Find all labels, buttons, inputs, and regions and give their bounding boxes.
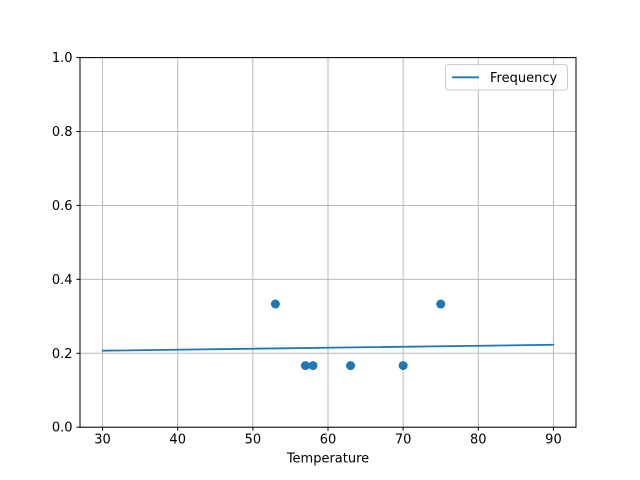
y-tick-label: 0.4 [52,273,73,288]
scatter-point [436,299,446,309]
frequency-trend-line [101,343,555,352]
x-axis-label: Temperature [286,452,369,467]
scatter-point [308,361,318,371]
x-tick-label: 90 [545,433,562,448]
legend-label: Frequency [490,71,557,86]
x-tick-label: 40 [169,433,186,448]
scatter-point [398,361,408,371]
y-tick-label: 0.2 [52,347,73,362]
scatter-point [346,361,356,371]
x-tick-label: 60 [320,433,337,448]
x-tick-label: 30 [94,433,111,448]
x-tick-label: 70 [395,433,412,448]
y-tick-label: 0.8 [52,125,73,140]
y-tick-label: 0.6 [52,199,73,214]
scatter-point [300,361,310,371]
y-tick-label: 0.0 [52,421,73,436]
scatter-point [270,299,280,309]
y-tick-label: 1.0 [52,51,73,66]
x-tick-label: 50 [245,433,262,448]
x-tick-label: 80 [470,433,487,448]
legend-box [445,64,568,91]
